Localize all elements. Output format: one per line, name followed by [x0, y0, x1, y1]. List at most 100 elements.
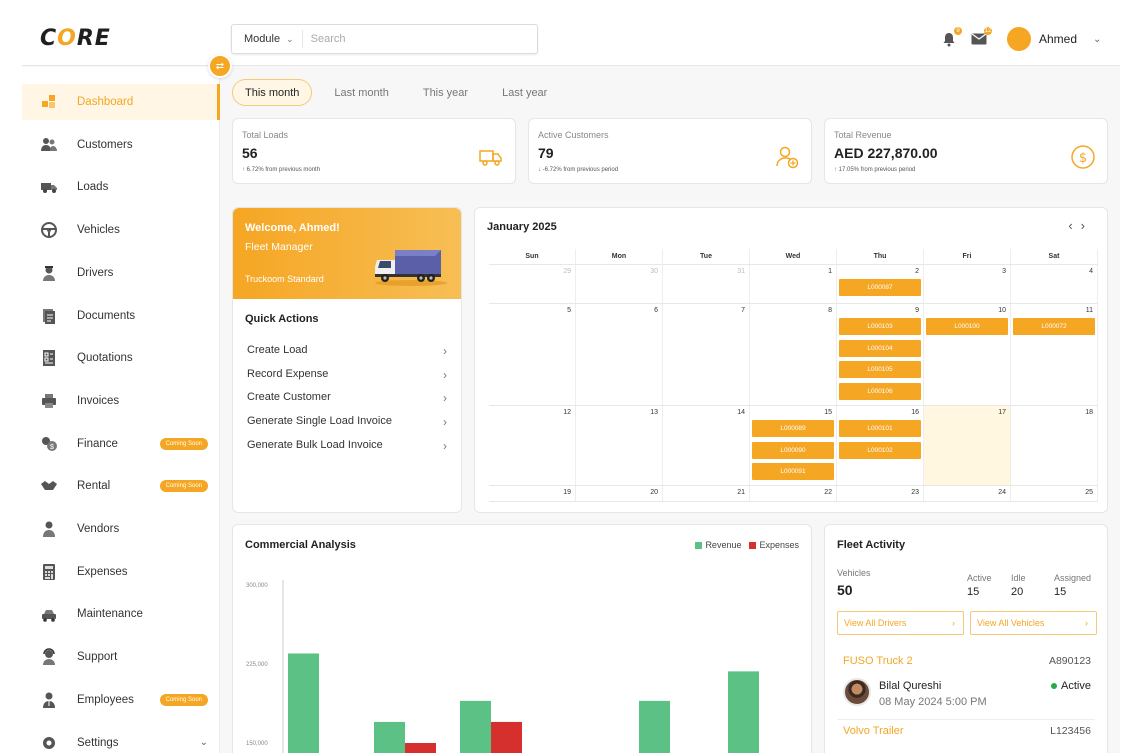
calendar-event-load[interactable]: L000100	[926, 318, 1008, 335]
y-tick-label: 225,000	[246, 662, 268, 668]
calendar-event-load[interactable]: L000101	[839, 420, 921, 437]
vehicle-code: A890123	[1048, 655, 1091, 667]
bar-revenue[interactable]	[639, 700, 670, 753]
calendar-day-cell[interactable]: 3	[924, 265, 1011, 303]
bar-expenses[interactable]	[491, 721, 522, 753]
calendar-day-cell[interactable]: 17	[924, 406, 1011, 485]
chevron-down-icon: ⌄	[286, 33, 294, 44]
calendar-day-cell[interactable]: 14	[663, 406, 750, 485]
weekday-label: Fri	[924, 249, 1011, 264]
sidebar-item-rental[interactable]: Rental Coming Soon	[22, 468, 220, 504]
calendar-day-cell[interactable]: 16 L000101 L000102	[837, 406, 924, 485]
calendar-event-load[interactable]: L000089	[752, 420, 834, 437]
calendar-event-load[interactable]: L000103	[839, 318, 921, 335]
calendar-day-cell[interactable]: 7	[663, 304, 750, 405]
legend-revenue[interactable]: Revenue	[695, 540, 741, 550]
calendar-day-cell[interactable]: 19	[489, 486, 576, 501]
prev-month-icon[interactable]: ‹	[1068, 218, 1081, 233]
sidebar-item-label: Settings	[77, 736, 119, 749]
calendar-day-cell[interactable]: 23	[837, 486, 924, 501]
sidebar-item-documents[interactable]: Documents	[22, 298, 220, 334]
view-all-drivers-button[interactable]: View All Drivers ›	[837, 611, 964, 635]
vehicle-name[interactable]: Volvo Trailer	[843, 725, 904, 737]
chevron-right-icon: ›	[443, 344, 447, 358]
sidebar-item-label: Vehicles	[77, 224, 120, 237]
sidebar-item-quotations[interactable]: Quotations	[22, 340, 220, 376]
search-input[interactable]	[302, 33, 503, 45]
calendar-event-load[interactable]: L000087	[839, 279, 921, 296]
sidebar-item-maintenance[interactable]: Maintenance	[22, 596, 220, 632]
calendar-day-cell[interactable]: 6	[576, 304, 663, 405]
search-bar: Module ⌄	[231, 24, 538, 54]
calendar-day-cell[interactable]: 22	[750, 486, 837, 501]
calendar-grid: Sun Mon Tue Wed Thu Fri Sat 29 30 31 1 2 L000087 3 4 5…	[489, 249, 1098, 502]
bar-expenses[interactable]	[405, 743, 436, 753]
quick-action-create-load[interactable]: Create Load ›	[247, 344, 447, 358]
core-logo[interactable]: CORE	[40, 26, 111, 51]
quick-action-single-invoice[interactable]: Generate Single Load Invoice ›	[247, 415, 447, 429]
calendar-day-cell[interactable]: 4	[1011, 265, 1098, 303]
calendar-event-load[interactable]: L000106	[839, 382, 921, 400]
calendar-day-cell[interactable]: 25	[1011, 486, 1098, 501]
sidebar-item-label: Quotations	[77, 352, 133, 365]
module-label: Module	[244, 33, 281, 45]
calendar-day-cell[interactable]: 1	[750, 265, 837, 303]
sidebar-item-customers[interactable]: Customers	[22, 127, 220, 163]
calendar-event-load[interactable]: L000102	[839, 441, 921, 459]
calendar-day-cell[interactable]: 13	[576, 406, 663, 485]
calendar-event-load[interactable]: L000105	[839, 361, 921, 378]
calendar-day-cell[interactable]: 5	[489, 304, 576, 405]
calendar-event-load[interactable]: L000072	[1013, 318, 1095, 335]
calendar-day-cell[interactable]: 10 L000100	[924, 304, 1011, 405]
user-menu[interactable]: Ahmed ⌄	[1007, 27, 1101, 51]
calendar-day-cell[interactable]: 15 L000089 L000090 L000091	[750, 406, 837, 485]
sidebar-item-vendors[interactable]: Vendors	[22, 511, 220, 547]
calendar-day-cell[interactable]: 2 L000087	[837, 265, 924, 303]
legend-expenses[interactable]: Expenses	[749, 540, 799, 550]
mail-icon[interactable]: 12	[970, 27, 992, 48]
calendar-day-cell[interactable]: 21	[663, 486, 750, 501]
sidebar-item-drivers[interactable]: Drivers	[22, 255, 220, 291]
collapse-sidebar-button[interactable]: ⇄	[208, 54, 232, 78]
quick-action-record-expense[interactable]: Record Expense ›	[247, 368, 447, 382]
calendar-day-cell[interactable]: 8	[750, 304, 837, 405]
calendar-day-cell[interactable]: 24	[924, 486, 1011, 501]
tab-this-year[interactable]: This year	[422, 86, 469, 99]
vehicle-name[interactable]: FUSO Truck 2	[843, 655, 913, 667]
bar-revenue[interactable]	[374, 721, 405, 753]
calendar-day-cell[interactable]: 11 L000072	[1011, 304, 1098, 405]
sidebar-item-support[interactable]: Support	[22, 639, 220, 675]
sidebar-item-dashboard[interactable]: Dashboard	[22, 84, 220, 120]
sidebar-item-finance[interactable]: $ Finance Coming Soon	[22, 426, 220, 462]
calendar-day-cell[interactable]: 29	[489, 265, 576, 303]
tab-last-year[interactable]: Last year	[502, 86, 548, 99]
bell-icon[interactable]: 9	[940, 27, 962, 48]
quick-action-bulk-invoice[interactable]: Generate Bulk Load Invoice ›	[247, 439, 447, 453]
sidebar-item-employees[interactable]: Employees Coming Soon	[22, 682, 220, 718]
quick-action-create-customer[interactable]: Create Customer ›	[247, 391, 447, 405]
calendar-day-number: 9	[915, 307, 919, 314]
calendar-day-cell[interactable]: 18	[1011, 406, 1098, 485]
calendar-day-cell[interactable]: 30	[576, 265, 663, 303]
tab-this-month[interactable]: This month	[232, 79, 313, 106]
calendar-day-cell[interactable]: 31	[663, 265, 750, 303]
view-all-vehicles-button[interactable]: View All Vehicles ›	[970, 611, 1097, 635]
calendar-day-cell[interactable]: 12	[489, 406, 576, 485]
calendar-event-load[interactable]: L000104	[839, 339, 921, 357]
next-month-icon[interactable]: ›	[1080, 218, 1093, 233]
sidebar-item-settings[interactable]: Settings ⌄	[22, 725, 220, 753]
tab-last-month[interactable]: Last month	[334, 86, 389, 99]
sidebar-item-loads[interactable]: Loads	[22, 169, 220, 205]
calendar-day-cell[interactable]: 20	[576, 486, 663, 501]
sidebar-item-vehicles[interactable]: Vehicles	[22, 212, 220, 248]
module-dropdown[interactable]: Module ⌄	[232, 30, 303, 48]
calendar-event-load[interactable]: L000090	[752, 441, 834, 459]
sidebar-item-expenses[interactable]: Expenses	[22, 554, 220, 590]
y-tick-label: 150,000	[246, 741, 268, 747]
sidebar-item-invoices[interactable]: Invoices	[22, 383, 220, 419]
calendar-day-cell[interactable]: 9 L000103 L000104 L000105 L000106	[837, 304, 924, 405]
bar-revenue[interactable]	[728, 671, 759, 753]
bar-revenue[interactable]	[460, 700, 491, 753]
calendar-event-load[interactable]: L000091	[752, 463, 834, 480]
bar-revenue[interactable]	[288, 653, 319, 753]
